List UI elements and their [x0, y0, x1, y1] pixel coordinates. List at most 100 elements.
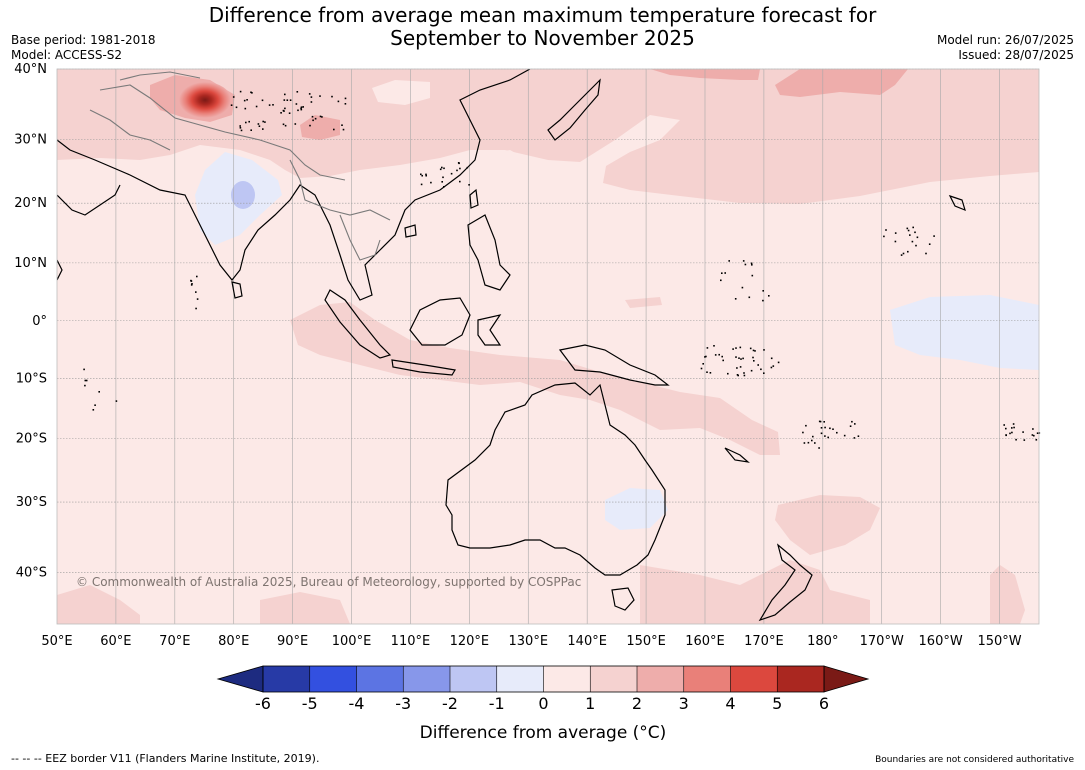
- map-title: Difference from average mean maximum tem…: [0, 4, 1085, 50]
- island-dot: [1011, 427, 1013, 429]
- island-dot: [420, 173, 422, 176]
- island-dot: [832, 428, 834, 430]
- island-dot: [714, 354, 717, 356]
- island-dot: [85, 379, 88, 382]
- copyright-text: © Commonwealth of Australia 2025, Bureau…: [76, 575, 581, 589]
- island-dot: [713, 345, 715, 347]
- eez-note: -- -- -- EEZ border V11 (Flanders Marine…: [11, 752, 320, 765]
- island-dot: [812, 435, 814, 438]
- island-dot: [1005, 427, 1007, 430]
- island-dot: [456, 169, 458, 172]
- island-dot: [737, 374, 739, 377]
- island-dot: [770, 366, 773, 369]
- graticule: [57, 68, 1039, 624]
- island-dot: [743, 374, 746, 377]
- island-dot: [235, 106, 238, 109]
- colorbar-tick-label: 2: [632, 694, 642, 713]
- longitude-label: 150°E: [626, 634, 666, 649]
- island-dot: [284, 93, 286, 96]
- island-dot: [814, 442, 816, 444]
- island-dot: [272, 104, 274, 106]
- island-dot: [255, 105, 258, 108]
- border-line: [339, 214, 381, 261]
- anomaly-region-china-warm: [372, 80, 430, 105]
- latitude-label: 20°N: [14, 196, 47, 211]
- island-dot: [742, 260, 745, 262]
- longitude-label: 180°: [807, 634, 838, 649]
- island-dot: [425, 173, 427, 176]
- latitude-labels: 40°N 30°N 20°N 10°N 0° 10°S 20°S 30°S 40°S: [14, 62, 47, 581]
- island-dot: [284, 107, 286, 110]
- island-dot: [1013, 426, 1015, 429]
- island-dot: [195, 291, 197, 293]
- longitude-label: 160°E: [685, 634, 725, 649]
- border-line: [99, 84, 346, 181]
- sulawesi-coast: [477, 314, 502, 346]
- island-dot: [757, 364, 759, 366]
- island-dot: [818, 420, 821, 423]
- latitude-label: 30°N: [14, 132, 47, 147]
- island-dot: [702, 363, 704, 365]
- island-dot: [300, 106, 303, 108]
- island-dot: [459, 167, 461, 170]
- island-dot: [721, 272, 723, 274]
- colorbar-tick-label: 3: [679, 694, 689, 713]
- small-islands: [83, 90, 1041, 449]
- island-dot: [195, 307, 197, 310]
- colorbar-segment: [590, 666, 637, 692]
- island-dot: [341, 124, 343, 126]
- island-dot: [295, 103, 298, 105]
- island-dot: [288, 112, 291, 114]
- island-dot: [762, 290, 764, 292]
- island-dot: [244, 107, 247, 110]
- island-dot: [820, 427, 823, 429]
- island-dot: [248, 120, 250, 123]
- island-dot: [752, 356, 754, 359]
- philippines-coast: [467, 214, 511, 291]
- island-dot: [190, 284, 193, 286]
- colorbar-tick-label: -2: [442, 694, 458, 713]
- island-dot: [1003, 424, 1005, 426]
- colorbar-segment: [403, 666, 450, 692]
- island-dot: [827, 436, 829, 439]
- island-dot: [308, 93, 311, 95]
- hainan-coast: [404, 224, 417, 238]
- island-dot: [466, 166, 469, 169]
- anomaly-region-japan-warm: [480, 150, 528, 175]
- island-dot: [459, 180, 461, 183]
- island-dot: [741, 286, 744, 289]
- colorbar-tick-label: -3: [395, 694, 411, 713]
- colorbar-tick-label: 1: [585, 694, 595, 713]
- arabia-coast: [57, 184, 121, 216]
- island-dot: [900, 254, 903, 256]
- island-dot: [749, 347, 752, 350]
- island-dot: [857, 435, 860, 437]
- colorbar: -6 -5 -4 -3 -2 -1 0 1 2 3 4 5 6: [216, 665, 870, 713]
- island-dot: [854, 423, 856, 425]
- island-dot: [196, 275, 198, 278]
- colorbar-segment: [683, 666, 731, 692]
- colorbar-segment: [777, 666, 824, 692]
- island-dot: [115, 400, 118, 402]
- island-dot: [739, 366, 742, 368]
- island-dot: [296, 91, 299, 93]
- latitude-label: 20°S: [16, 431, 47, 446]
- island-dot: [310, 96, 313, 98]
- anomaly-region-asia: [57, 69, 1039, 204]
- country-borders: [89, 71, 391, 261]
- island-dot: [740, 358, 742, 360]
- colorbar-segment: [356, 666, 404, 692]
- island-dot: [450, 172, 453, 175]
- anomaly-region-australia-cool: [605, 488, 668, 530]
- latitude-label: 40°S: [16, 566, 47, 581]
- island-dot: [300, 108, 303, 111]
- island-dot: [319, 95, 321, 97]
- island-dot: [751, 274, 754, 277]
- island-dot: [441, 181, 443, 183]
- island-dot: [262, 120, 264, 123]
- island-dot: [443, 186, 445, 188]
- island-dot: [818, 447, 820, 449]
- island-dot: [421, 174, 423, 177]
- base-period: Base period: 1981-2018: [11, 33, 156, 47]
- island-dot: [246, 99, 248, 101]
